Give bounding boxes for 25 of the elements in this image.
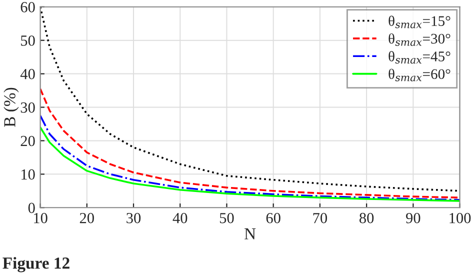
y-tick-label: 40 xyxy=(20,68,35,80)
x-tick-label: 100 xyxy=(450,212,471,224)
x-tick-label: 80 xyxy=(360,212,374,224)
x-tick-label: 20 xyxy=(80,212,94,224)
line-series xyxy=(40,88,460,198)
legend-label: θ$_{smax}$=15° xyxy=(388,16,450,28)
legend-label: θ$_{smax}$=30° xyxy=(388,33,450,46)
y-tick-label: 30 xyxy=(20,102,35,113)
caption: Figure 12 xyxy=(2,257,70,272)
y-tick-label: 20 xyxy=(20,136,35,146)
x-tick-label: 10 xyxy=(34,212,48,224)
x-tick-label: 40 xyxy=(172,212,188,224)
x-axis-title: N xyxy=(244,228,256,240)
y-tick-label: 60 xyxy=(20,2,35,12)
x-tick-label: 60 xyxy=(266,212,280,224)
legend-label: θ$_{smax}$=60° xyxy=(388,68,450,82)
x-tick-label: 50 xyxy=(220,212,234,224)
y-tick-label: 10 xyxy=(21,169,35,180)
x-tick-label: 90 xyxy=(406,212,420,224)
x-tick-label: 30 xyxy=(126,212,141,224)
y-tick-label: 0 xyxy=(28,202,35,214)
y-axis-title: B (%) xyxy=(4,88,19,127)
legend-label: θ$_{smax}$=45° xyxy=(388,51,450,64)
y-tick-label: 50 xyxy=(21,35,35,46)
x-tick-label: 70 xyxy=(313,212,328,224)
